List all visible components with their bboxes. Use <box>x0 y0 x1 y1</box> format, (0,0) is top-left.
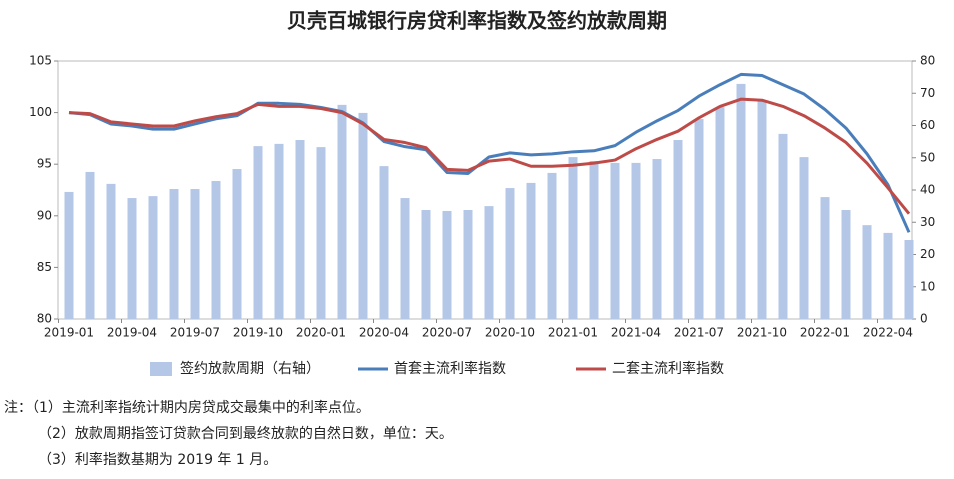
bar <box>442 210 452 319</box>
y-tick-label: 105 <box>29 54 52 68</box>
x-tick-label: 2021-01 <box>548 326 598 340</box>
line <box>68 97 911 215</box>
bar <box>694 119 704 319</box>
y2-tick-label: 30 <box>920 215 935 229</box>
line <box>68 72 911 233</box>
y2-tick-label: 40 <box>920 183 935 197</box>
chart-title: 贝壳百城银行房贷利率指数及签约放款周期 <box>287 9 667 33</box>
bar <box>85 171 95 319</box>
y2-tick-label: 70 <box>920 86 935 100</box>
bar <box>652 159 662 319</box>
bar <box>904 239 914 319</box>
bar <box>463 209 473 319</box>
bar <box>274 143 284 319</box>
bar <box>547 172 557 319</box>
x-tick-label: 2020-10 <box>485 326 535 340</box>
x-tick-label: 2019-04 <box>107 326 157 340</box>
y-tick-label: 90 <box>37 208 52 222</box>
bar <box>862 225 872 319</box>
y2-tick-label: 0 <box>920 312 928 326</box>
x-tick-label: 2020-07 <box>422 326 472 340</box>
bar <box>148 196 158 319</box>
note: （3）利率指数基期为 2019 年 1 月。 <box>38 451 277 468</box>
bar <box>316 147 326 319</box>
bar <box>841 209 851 319</box>
x-tick-label: 2022-04 <box>863 326 913 340</box>
bar <box>757 100 767 320</box>
bar <box>568 157 578 319</box>
y2-tick-label: 50 <box>920 150 935 164</box>
legend-label: 首套主流利率指数 <box>394 360 506 377</box>
bar <box>232 169 242 319</box>
x-tick-label: 2021-04 <box>611 326 661 340</box>
y-tick-label: 80 <box>37 312 52 326</box>
note: 注：（1）主流利率指统计期内房贷成交最集中的利率点位。 <box>4 399 370 416</box>
bar <box>631 162 641 319</box>
bar <box>883 232 893 319</box>
y2-tick-label: 60 <box>920 118 935 132</box>
bar <box>778 133 788 319</box>
x-tick-label: 2022-01 <box>800 326 850 340</box>
x-tick-label: 2021-10 <box>737 326 787 340</box>
bar <box>505 188 515 319</box>
bar <box>484 206 494 319</box>
x-tick-label: 2020-01 <box>296 326 346 340</box>
bar <box>421 209 431 319</box>
bar <box>379 166 389 319</box>
x-tick-label: 2019-07 <box>170 326 220 340</box>
bar <box>589 160 599 319</box>
bar <box>190 189 200 319</box>
legend-label: 二套主流利率指数 <box>612 360 724 377</box>
bar <box>526 182 536 319</box>
bar <box>64 191 74 319</box>
bar <box>295 140 305 319</box>
x-tick-label: 2019-10 <box>233 326 283 340</box>
bar <box>610 162 620 319</box>
bar <box>673 140 683 319</box>
bar <box>715 107 725 320</box>
bar <box>736 83 746 320</box>
bar <box>127 198 137 319</box>
y-tick-label: 85 <box>37 260 52 274</box>
legend-swatch <box>150 362 172 376</box>
y2-tick-label: 20 <box>920 247 935 261</box>
bar <box>400 198 410 319</box>
bar <box>358 112 368 319</box>
y-tick-label: 100 <box>29 105 52 119</box>
legend-label: 签约放款周期（右轴） <box>180 360 320 377</box>
x-tick-label: 2019-01 <box>44 326 94 340</box>
y2-tick-label: 10 <box>920 279 935 293</box>
note: （2）放款周期指签订贷款合同到最终放款的自然日数，单位：天。 <box>38 425 453 442</box>
bar <box>253 146 263 319</box>
x-tick-label: 2020-04 <box>359 326 409 340</box>
y-tick-label: 95 <box>37 157 52 171</box>
bar <box>337 104 347 319</box>
bar <box>820 197 830 319</box>
bar <box>106 183 116 319</box>
bar <box>169 189 179 319</box>
x-tick-label: 2021-07 <box>674 326 724 340</box>
y2-tick-label: 80 <box>920 54 935 68</box>
bar <box>211 180 221 319</box>
bar <box>799 157 809 319</box>
